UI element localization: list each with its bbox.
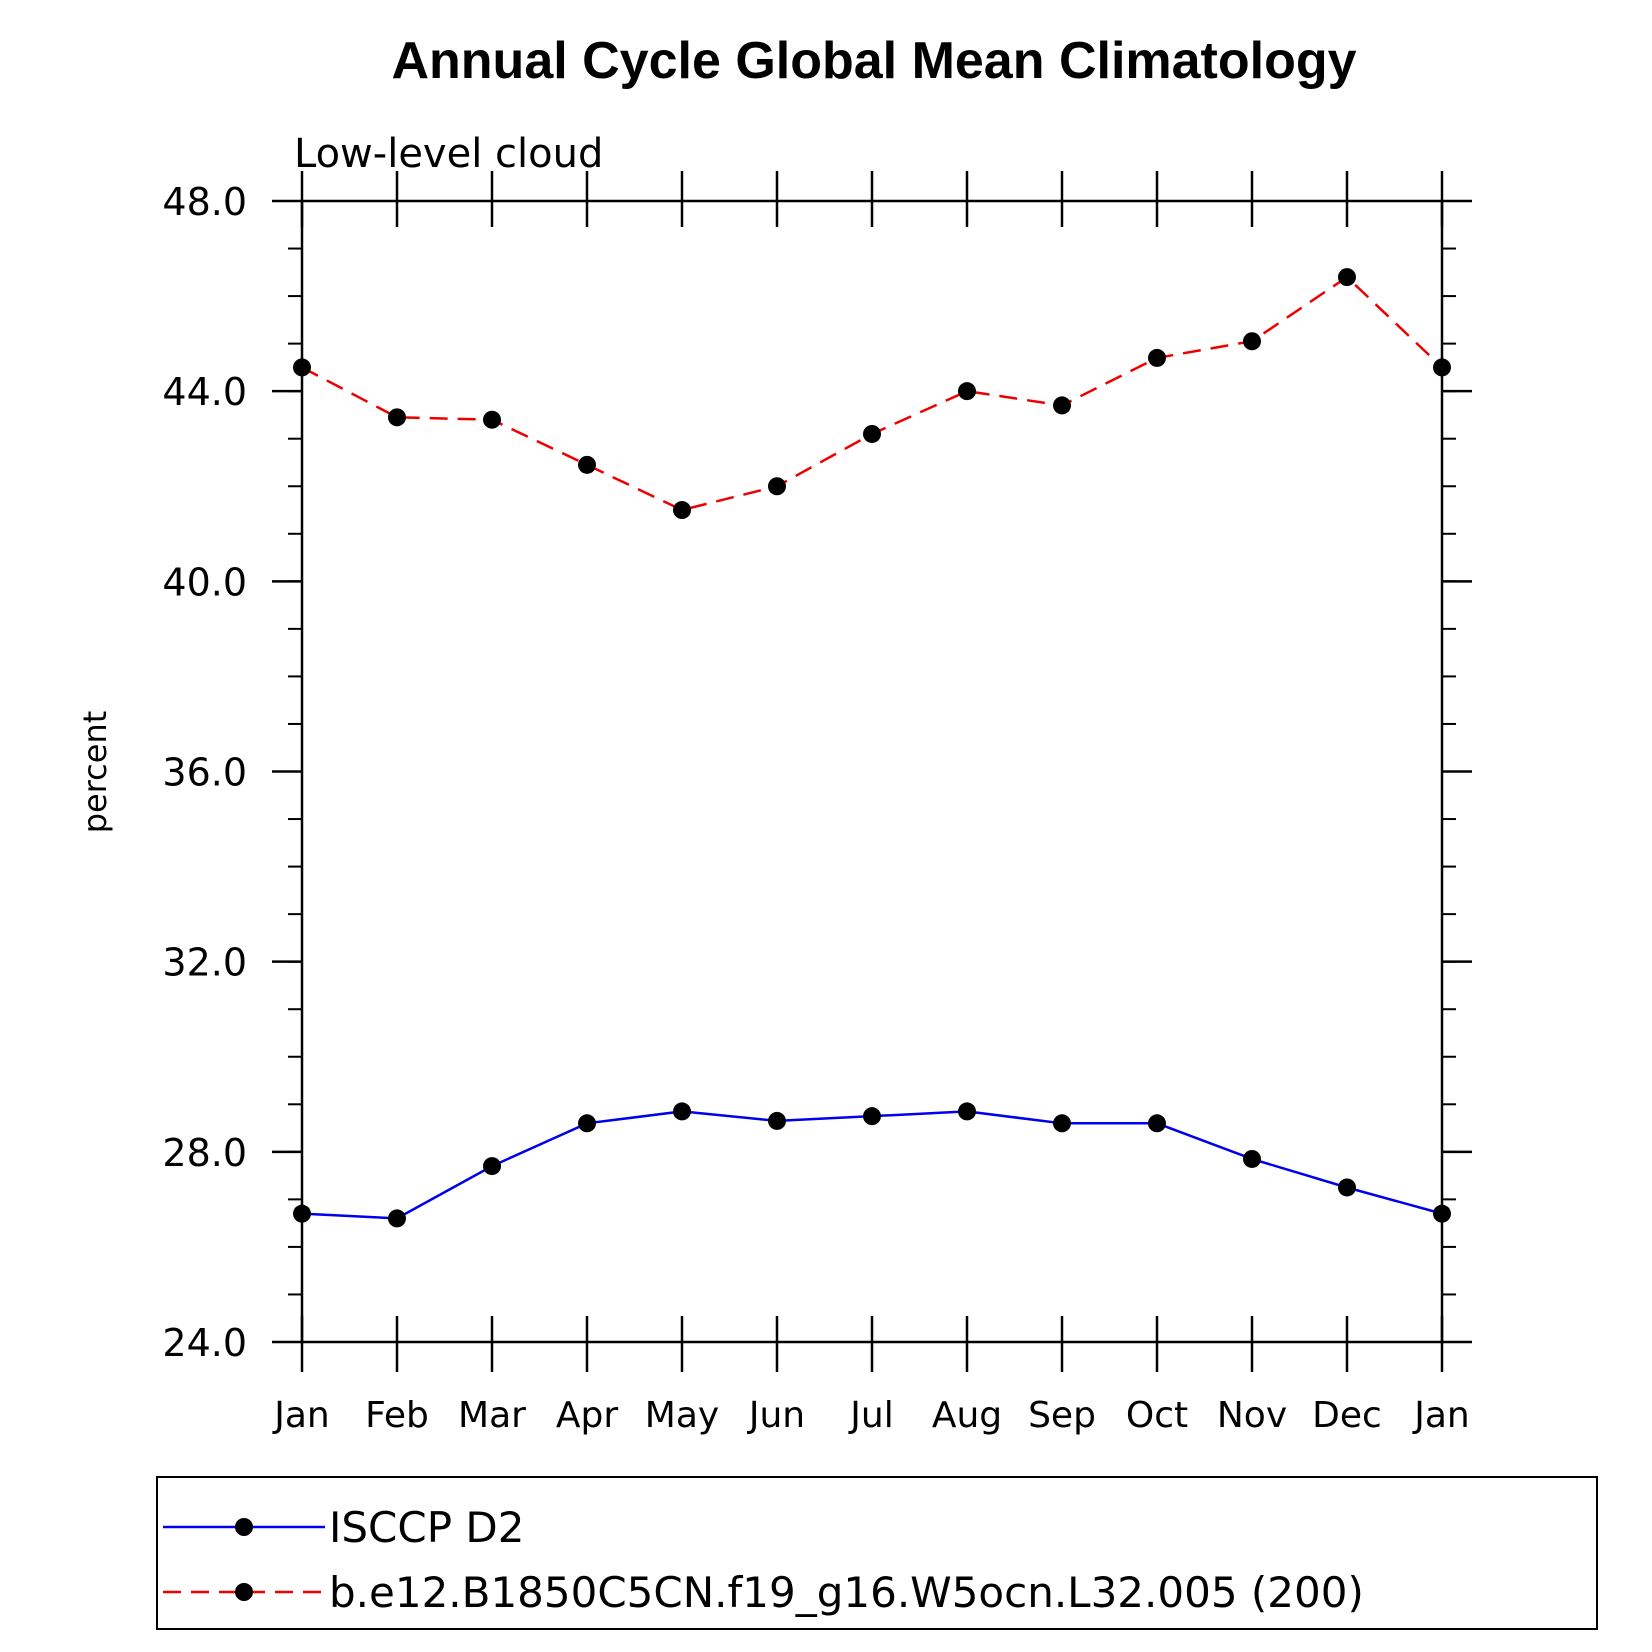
y-tick-label: 24.0 <box>162 1321 247 1365</box>
y-tick-label: 40.0 <box>162 560 247 604</box>
data-point <box>483 410 501 429</box>
series-line <box>301 275 1443 512</box>
series-2 <box>293 268 1451 520</box>
data-point <box>1243 1149 1261 1168</box>
data-point <box>388 408 406 427</box>
x-tick-label: Jan <box>1412 1395 1470 1436</box>
data-point <box>1433 1204 1451 1223</box>
x-tick-label: Nov <box>1217 1395 1287 1436</box>
series-layer <box>293 268 1451 1228</box>
x-tick-label: Jan <box>272 1395 330 1436</box>
x-tick-label: Jul <box>848 1395 893 1436</box>
data-point <box>863 424 881 443</box>
legend: ISCCP D2 b.e12.B1850C5CN.f19_g16.W5ocn.L3… <box>156 1476 1598 1630</box>
data-point <box>578 455 596 474</box>
legend-label: ISCCP D2 <box>329 1503 524 1552</box>
y-tick-label: 28.0 <box>162 1131 247 1175</box>
y-tick-label: 44.0 <box>162 370 247 414</box>
axes-group: Jan Feb Mar Apr May Jun Jul Aug Sep Oct Nov Dec Jan 2… <box>162 171 1472 1436</box>
legend-box <box>156 1476 1598 1630</box>
x-tick-label: Jun <box>747 1395 805 1436</box>
legend-marker <box>235 1583 253 1601</box>
y-axis-label: percent <box>76 711 114 834</box>
legend-marker <box>235 1518 253 1536</box>
series-line <box>301 1110 1443 1220</box>
chart-subtitle: Low-level cloud <box>294 131 603 177</box>
x-tick-label: Feb <box>365 1395 429 1436</box>
series-1 <box>293 1102 1451 1228</box>
y-tick-label: 36.0 <box>162 751 247 795</box>
x-tick-label: Oct <box>1126 1395 1188 1436</box>
data-point <box>578 1114 596 1133</box>
data-point <box>1433 358 1451 377</box>
data-point <box>768 1111 786 1130</box>
x-tick-label: Dec <box>1312 1395 1382 1436</box>
data-point <box>958 1102 976 1121</box>
legend-label: b.e12.B1850C5CN.f19_g16.W5ocn.L32.005 (2… <box>329 1568 1364 1617</box>
data-point <box>1148 348 1166 367</box>
chart-title: Annual Cycle Global Mean Climatology <box>391 32 1356 90</box>
data-point <box>863 1107 881 1126</box>
y-tick-label: 32.0 <box>162 941 247 985</box>
data-point <box>673 501 691 520</box>
data-point <box>958 382 976 401</box>
x-tick-label: Mar <box>458 1395 526 1436</box>
y-tick-label: 48.0 <box>162 180 247 224</box>
data-point <box>1053 1114 1071 1133</box>
data-point <box>1243 332 1261 351</box>
x-tick-label: Sep <box>1028 1395 1096 1436</box>
data-point <box>1338 1178 1356 1197</box>
data-point <box>293 1204 311 1223</box>
data-point <box>673 1102 691 1121</box>
data-point <box>1148 1114 1166 1133</box>
data-point <box>483 1157 501 1176</box>
data-point <box>1053 396 1071 415</box>
data-point <box>1338 268 1356 287</box>
x-tick-label: Aug <box>932 1395 1002 1436</box>
plot-frame <box>300 199 1444 1344</box>
data-point <box>768 477 786 496</box>
data-point <box>293 358 311 377</box>
data-point <box>388 1209 406 1228</box>
x-tick-label: May <box>645 1395 719 1436</box>
x-tick-label: Apr <box>556 1395 618 1436</box>
